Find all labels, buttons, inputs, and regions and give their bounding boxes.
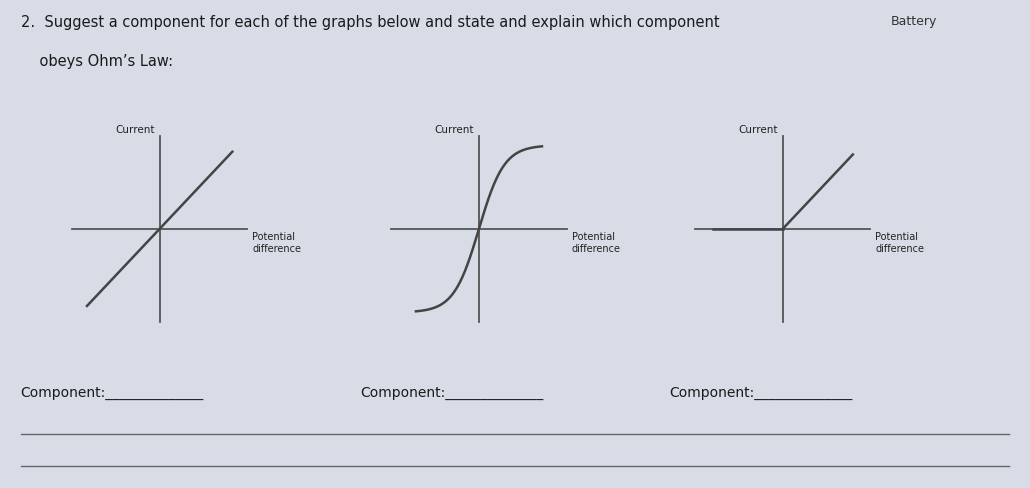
Text: Current: Current [739, 125, 778, 135]
Text: 2.  Suggest a component for each of the graphs below and state and explain which: 2. Suggest a component for each of the g… [21, 15, 719, 30]
Text: Component:______________: Component:______________ [21, 386, 204, 400]
Text: Current: Current [435, 125, 474, 135]
Text: Potential
difference: Potential difference [252, 232, 302, 253]
Text: Current: Current [115, 125, 154, 135]
Text: Battery: Battery [891, 15, 937, 28]
Text: Potential
difference: Potential difference [876, 232, 925, 253]
Text: Component:______________: Component:______________ [670, 386, 853, 400]
Text: Potential
difference: Potential difference [572, 232, 621, 253]
Text: obeys Ohm’s Law:: obeys Ohm’s Law: [21, 54, 173, 69]
Text: Component:______________: Component:______________ [360, 386, 544, 400]
